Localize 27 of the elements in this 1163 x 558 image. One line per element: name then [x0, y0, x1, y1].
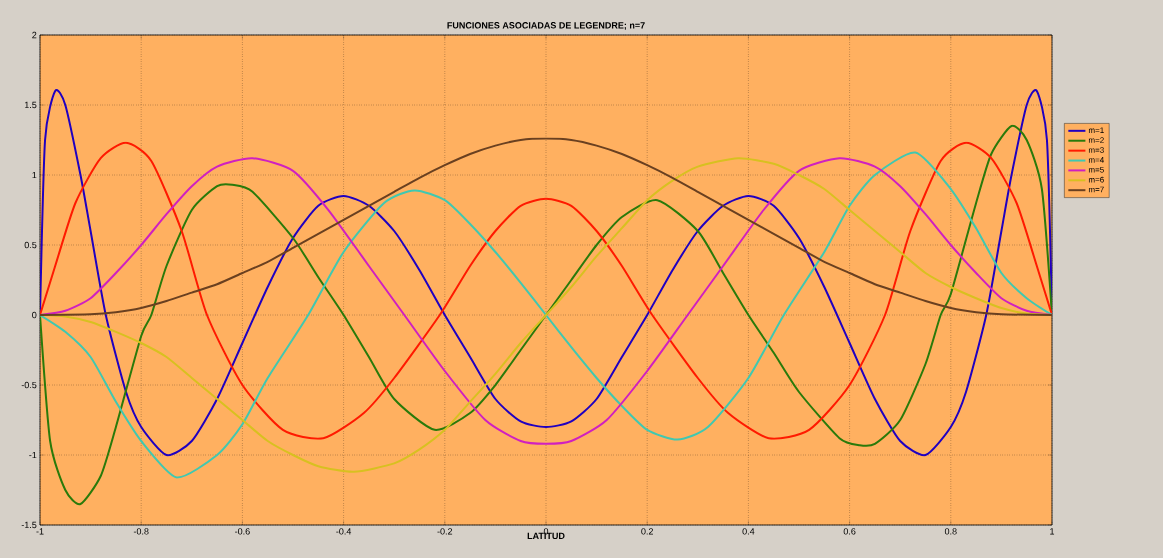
x-tick-label: -0.8 [133, 528, 149, 535]
legend-label: m=2 [1088, 137, 1104, 143]
y-tick-label: -1.5 [21, 521, 37, 529]
y-tick-label: 1.5 [24, 101, 37, 109]
y-tick-label: 0 [32, 311, 37, 319]
x-tick-label: -0.2 [437, 528, 453, 535]
y-tick-label: 2 [32, 31, 37, 39]
x-tick-label: 0.2 [641, 528, 653, 535]
x-tick-label: -0.6 [235, 528, 250, 535]
legend-label: m=6 [1088, 176, 1104, 183]
x-tick-label: 0.6 [843, 528, 856, 535]
x-tick-label: -0.4 [336, 528, 352, 535]
legend-label: m=5 [1088, 166, 1104, 173]
y-tick-label: -0.5 [21, 381, 37, 389]
y-tick-label: -1 [29, 451, 37, 459]
x-tick-label: 0.4 [742, 528, 755, 535]
y-tick-label: 1 [32, 171, 37, 179]
line-series [40, 137, 1052, 316]
legend-label: m=4 [1088, 157, 1104, 163]
legend-label: m=3 [1088, 147, 1104, 153]
line-series [40, 90, 1052, 456]
chart-title: FUNCIONES ASOCIADAS DE LEGENDRE; n=7 [447, 22, 645, 30]
x-tick-label: 1 [1050, 528, 1055, 535]
legend-label: m=1 [1088, 127, 1104, 133]
y-tick-label: 0.5 [24, 241, 37, 249]
x-tick-label: 0.8 [944, 528, 957, 535]
legend-label: m=7 [1088, 186, 1104, 193]
